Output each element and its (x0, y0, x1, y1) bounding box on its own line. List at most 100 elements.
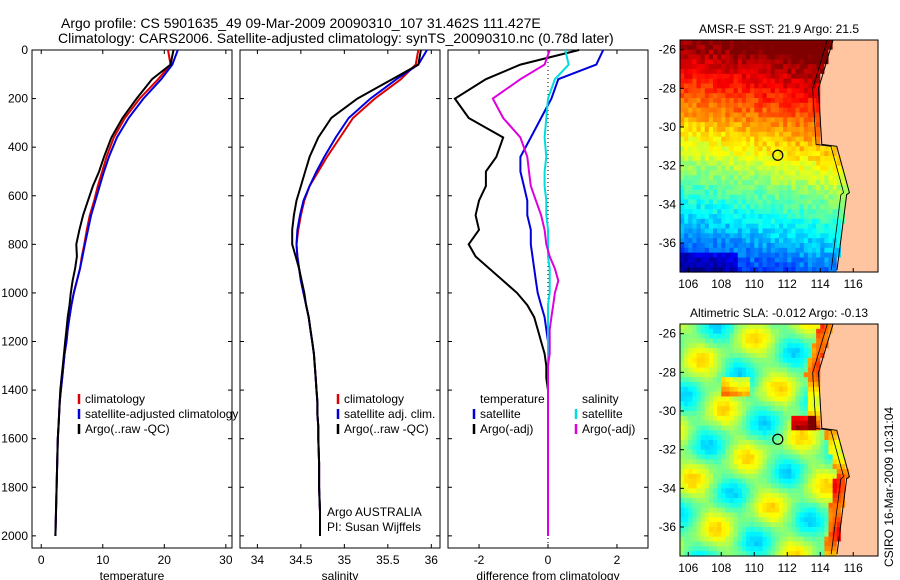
heatmap-cell (845, 64, 850, 70)
heatmap-cell (766, 551, 772, 557)
heatmap-cell (840, 127, 846, 133)
heatmap-cell (861, 406, 867, 412)
heatmap-cell (692, 214, 698, 220)
heatmap-cell (865, 411, 871, 417)
heatmap-cell (725, 49, 731, 56)
heatmap-cell (795, 160, 801, 167)
heatmap-cell (746, 527, 751, 533)
heatmap-cell (692, 362, 698, 369)
heatmap-cell (807, 102, 813, 109)
heatmap-cell (729, 469, 735, 475)
heatmap-cell (783, 377, 788, 383)
heatmap-cell (812, 522, 817, 528)
heatmap-cell (725, 536, 731, 543)
heatmap-cell (816, 218, 821, 225)
heatmap-cell (700, 551, 706, 557)
heatmap-cell (816, 98, 821, 104)
heatmap-cell (779, 257, 784, 263)
heatmap-cell (708, 382, 714, 388)
heatmap-cell (725, 454, 731, 460)
y-tick-label: 800 (8, 237, 28, 251)
heatmap-cell (787, 522, 792, 528)
heatmap-cell (758, 406, 764, 412)
heatmap-cell (725, 517, 731, 523)
heatmap-cell (729, 127, 735, 133)
heatmap-cell (721, 73, 726, 80)
heatmap-cell (828, 170, 834, 176)
heatmap-cell (803, 498, 809, 504)
heatmap-cell (696, 73, 702, 80)
heatmap-cell (853, 440, 858, 446)
heatmap-cell (704, 160, 710, 167)
heatmap-cell (807, 199, 813, 205)
heatmap-cell (725, 107, 731, 114)
heatmap-cell (824, 411, 830, 417)
heatmap-cell (733, 257, 739, 263)
heatmap-cell (803, 98, 809, 104)
heatmap-cell (692, 146, 698, 152)
heatmap-cell (762, 59, 768, 65)
heatmap-cell (770, 175, 776, 181)
x-tick-label: 20 (158, 553, 172, 567)
heatmap-cell (791, 502, 797, 509)
heatmap-cell (857, 223, 863, 230)
heatmap-cell (787, 93, 792, 99)
heatmap-cell (692, 189, 698, 196)
heatmap-cell (758, 122, 764, 128)
heatmap-cell (791, 112, 797, 118)
heatmap-cell (820, 102, 825, 109)
heatmap-cell (783, 107, 788, 114)
heatmap-cell (799, 59, 805, 65)
heatmap-cell (713, 498, 718, 504)
heatmap-cell (733, 512, 739, 518)
heatmap-cell (754, 175, 759, 181)
heatmap-cell (729, 252, 735, 259)
heatmap-cell (791, 420, 797, 427)
heatmap-cell (836, 107, 842, 114)
heatmap-cell (849, 377, 854, 383)
heatmap-cell (721, 131, 726, 138)
heatmap-cell (787, 267, 792, 273)
heatmap-cell (865, 343, 871, 349)
heatmap-cell (684, 78, 689, 85)
heatmap-cell (733, 175, 739, 181)
heatmap-cell (770, 382, 776, 388)
heatmap-cell (795, 247, 801, 254)
heatmap-cell (729, 247, 735, 254)
heatmap-cell (692, 483, 698, 489)
heatmap-cell (704, 180, 710, 186)
heatmap-cell (696, 420, 702, 427)
heatmap-cell (791, 170, 797, 176)
heatmap-cell (696, 151, 702, 157)
heatmap-cell (807, 165, 813, 172)
heatmap-cell (873, 435, 879, 441)
heatmap-cell (770, 362, 776, 369)
heatmap-cell (754, 151, 759, 157)
heatmap-cell (713, 59, 718, 65)
heatmap-cell (737, 170, 743, 176)
heatmap-cell (861, 464, 867, 470)
sla-map-panel: 106 108 110 112 114 116-26-28-30-32-34-36Alti… (659, 306, 879, 575)
heatmap-cell (766, 146, 772, 152)
heatmap-cell (807, 54, 813, 60)
heatmap-cell (729, 73, 735, 80)
heatmap-cell (857, 386, 863, 393)
heatmap-cell (853, 146, 858, 152)
heatmap-cell (824, 156, 830, 162)
heatmap-cell (803, 415, 809, 422)
heatmap-cell (795, 238, 801, 244)
salinity-note-line1: Argo AUSTRALIA (327, 505, 422, 519)
heatmap-cell (791, 228, 797, 234)
heatmap-cell (770, 64, 776, 70)
heatmap-cell (869, 185, 875, 191)
heatmap-cell (795, 401, 801, 407)
x-tick-label: 34 (251, 553, 265, 567)
heatmap-cell (754, 483, 759, 489)
heatmap-cell (713, 469, 718, 475)
heatmap-cell (717, 367, 722, 373)
heatmap-cell (696, 478, 702, 485)
heatmap-cell (873, 328, 879, 335)
heatmap-cell (779, 377, 784, 383)
heatmap-cell (861, 194, 867, 201)
heatmap-cell (762, 189, 768, 196)
